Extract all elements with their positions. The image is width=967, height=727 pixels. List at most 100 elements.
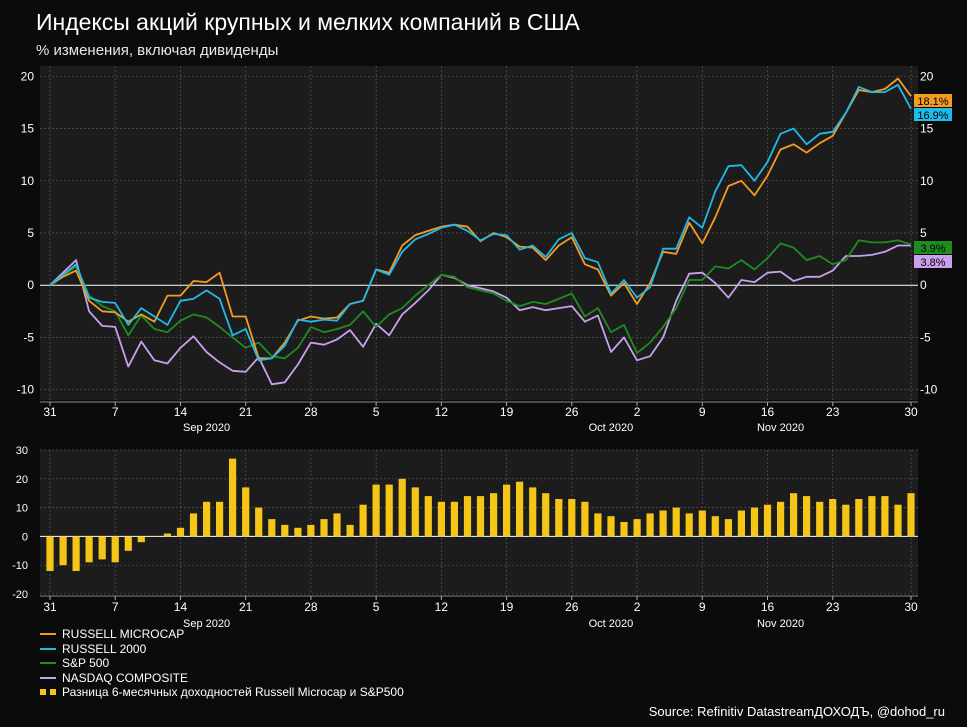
spread-bar: [881, 496, 889, 537]
bar-x-tick-label: 5: [373, 600, 380, 614]
spread-bar: [85, 536, 93, 563]
spread-bar: [437, 501, 445, 537]
bar-x-tick-label: 12: [435, 600, 449, 614]
x-tick-label: 21: [239, 405, 253, 419]
source-note: Source: Refinitiv DatastreamДОХОДЪ, @doh…: [648, 704, 945, 719]
bar-y-tick-label: 0: [22, 531, 28, 543]
legend-item-spread: Разница 6-месячных доходностей Russell M…: [40, 685, 404, 700]
spread-bar: [790, 493, 798, 537]
end-label-box: [914, 108, 952, 121]
legend-swatch-russell-microcap: [40, 633, 56, 636]
bar-y-tick-label: -20: [12, 589, 28, 601]
bar-x-tick-label: 14: [174, 600, 188, 614]
spread-bar: [398, 478, 406, 537]
spread-bar: [450, 501, 458, 537]
bar-y-tick-label: 20: [16, 474, 28, 486]
x-tick-label: 26: [565, 405, 579, 419]
spread-bar: [659, 510, 667, 537]
spread-bar: [711, 516, 719, 537]
x-tick-label: 12: [435, 405, 449, 419]
spread-bar: [216, 501, 224, 537]
spread-bar: [646, 513, 654, 537]
x-month-label: Sep 2020: [183, 422, 230, 434]
y-tick-label-left: 15: [21, 122, 35, 136]
bar-x-tick-label: 19: [500, 600, 514, 614]
legend-swatch-sp500: [40, 662, 56, 665]
x-tick-label: 14: [174, 405, 188, 419]
spread-bar: [894, 504, 902, 537]
spread-bar: [620, 522, 628, 537]
y-tick-label-left: 0: [27, 278, 34, 292]
bar-y-tick-label: -10: [12, 560, 28, 572]
spread-bar: [529, 487, 537, 537]
x-month-label: Nov 2020: [757, 422, 804, 434]
series-line-s-p-500: [49, 239, 912, 360]
spread-bar: [594, 513, 602, 537]
y-tick-label-right: 0: [920, 278, 927, 292]
spread-bar: [490, 493, 498, 537]
bar-x-tick-label: 26: [565, 600, 579, 614]
chart-subtitle: % изменения, включая дивиденды: [36, 42, 279, 59]
end-label-box: [914, 241, 952, 254]
spread-bar: [307, 524, 315, 537]
x-tick-label: 7: [112, 405, 119, 419]
spread-bar: [816, 501, 824, 537]
y-tick-label-right: 5: [920, 226, 927, 240]
series-line-russell-microcap: [49, 77, 912, 360]
spread-bar: [607, 516, 615, 537]
x-tick-label: 28: [304, 405, 318, 419]
spread-bar: [372, 484, 380, 537]
legend-swatch-russell-2000: [40, 647, 56, 650]
end-label-box: [914, 255, 952, 268]
spread-bar: [111, 536, 119, 563]
spread-bar: [777, 501, 785, 537]
spread-bar: [516, 481, 524, 537]
spread-bar: [242, 487, 250, 537]
spread-bar: [189, 513, 198, 537]
spread-bar: [907, 493, 915, 537]
spread-bar: [163, 533, 171, 537]
spread-bar: [868, 496, 876, 537]
spread-bar: [724, 519, 732, 537]
spread-bar: [268, 519, 276, 537]
y-tick-label-left: -5: [23, 330, 34, 344]
legend-label: RUSSELL MICROCAP: [62, 627, 185, 642]
spread-bar: [411, 487, 419, 537]
series-line-russell-2000: [49, 83, 912, 362]
legend-label: RUSSELL 2000: [62, 641, 147, 656]
spread-bar: [346, 524, 354, 537]
spread-bar: [750, 507, 759, 537]
spread-bar: [633, 519, 641, 537]
bar-x-tick-label: 21: [239, 600, 253, 614]
y-tick-label-right: 20: [920, 69, 934, 83]
spread-bar: [542, 493, 550, 537]
y-tick-label-right: 10: [920, 174, 934, 188]
y-tick-label-right: -5: [920, 330, 931, 344]
spread-bar: [359, 504, 367, 537]
spread-bar: [698, 510, 706, 537]
spread-bar: [763, 504, 772, 537]
end-value-label: 3.9%: [920, 243, 945, 255]
legend-item-russell-2000: RUSSELL 2000: [40, 642, 404, 657]
chart-title: Индексы акций крупных и мелких компаний …: [36, 9, 580, 35]
x-tick-label: 2: [634, 405, 641, 419]
bar-x-tick-label: 30: [904, 600, 918, 614]
y-tick-label-left: -10: [17, 383, 35, 397]
x-tick-label: 16: [761, 405, 775, 419]
spread-bar: [685, 513, 693, 537]
spread-bar: [737, 510, 745, 537]
x-tick-label: 19: [500, 405, 514, 419]
spread-bar: [59, 536, 67, 566]
spread-bar: [555, 499, 563, 537]
bar-x-tick-label: 28: [304, 600, 318, 614]
spread-bar: [855, 499, 863, 537]
x-month-label: Oct 2020: [589, 422, 634, 434]
spread-bar: [176, 527, 185, 537]
x-tick-label: 31: [43, 405, 57, 419]
spread-bar: [476, 496, 485, 537]
spread-bar: [320, 519, 328, 537]
spread-bar: [281, 524, 289, 537]
spread-bar: [150, 536, 158, 537]
